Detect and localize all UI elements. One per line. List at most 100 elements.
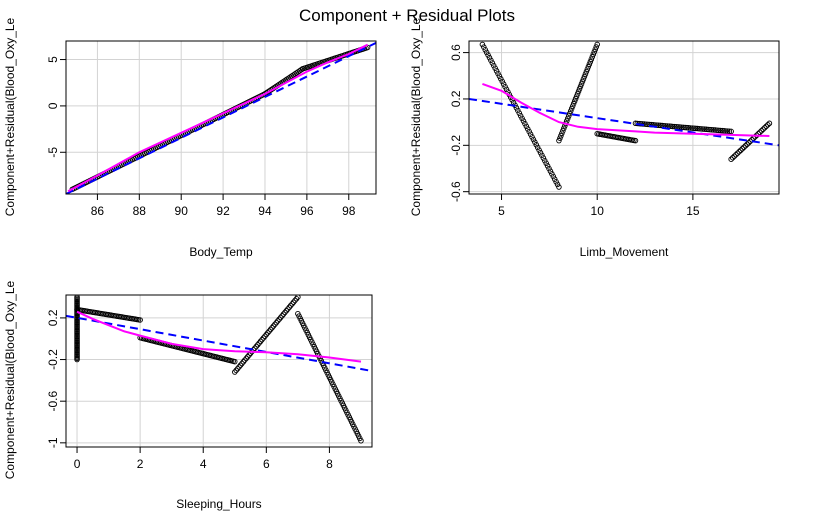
x-tick-label: 4 [200,457,207,471]
data-point [739,145,746,152]
data-point [655,122,662,128]
data-point [657,122,664,129]
y-tick-label: 0 [46,102,60,109]
data-point [525,126,531,132]
x-axis-label: Sleeping_Hours [176,497,261,511]
data-point [285,306,291,312]
data-point [485,52,491,58]
data-point [586,61,593,67]
x-tick-label: 2 [137,457,144,471]
y-tick-label: 0.2 [46,309,60,326]
data-point [634,120,641,127]
x-tick-label: 94 [258,204,272,218]
data-point [726,128,733,135]
data-point [276,316,282,322]
data-point [556,137,562,144]
panel-grid [469,41,779,194]
data-point [585,63,592,70]
panel-axes: 5 10 15 -0.6 -0.2 0.2 0.6 [449,44,700,218]
x-tick-label: 96 [300,204,314,218]
data-point [728,128,734,135]
data-point [733,151,739,158]
data-point [483,49,490,56]
data-point [279,313,285,319]
data-point [242,357,248,363]
data-point [488,57,494,64]
data-point [575,88,582,95]
smooth-curve [482,82,770,137]
data-point [503,86,510,93]
data-point [556,184,562,190]
data-point [523,123,530,130]
data-point [559,130,565,137]
x-tick-label: 15 [686,204,700,218]
data-point [574,91,581,97]
data-point [502,83,508,90]
plot-frame [468,40,780,195]
data-point [736,148,742,155]
data-point [632,137,639,144]
y-axis-label: Component+Residual(Blood_Oxy_Le [3,17,17,216]
data-point [519,115,525,122]
data-point [520,118,527,124]
data-point [716,127,722,134]
data-point [234,365,241,372]
data-point [760,126,766,133]
data-point [694,125,701,132]
data-point [587,58,594,65]
data-point [561,125,567,132]
x-tick-label: 86 [91,204,105,218]
data-point [232,358,238,365]
data-point [295,295,301,300]
data-point [712,127,718,133]
data-point [578,81,585,87]
x-axis-label: Body_Temp [189,245,253,259]
data-point [529,134,535,140]
data-point [707,126,713,133]
data-point [253,343,260,350]
data-point [678,124,685,130]
panel-axes: 86 88 90 92 94 96 98 -5 0 5 [46,56,356,218]
data-point [569,103,576,109]
data-point [275,318,281,324]
data-point [240,359,247,365]
data-point [752,134,758,140]
data-point [489,60,496,66]
x-tick-label: 90 [175,204,189,218]
data-point [492,65,498,71]
linear-fit-line [469,97,779,147]
data-point [680,124,687,131]
data-point [493,68,500,74]
data-point [570,100,577,107]
data-point [571,98,578,104]
data-point [287,302,294,309]
data-point [757,129,763,136]
data-point [265,330,271,336]
data-point [237,362,244,368]
data-point [765,122,771,128]
data-point [763,123,769,130]
data-point [244,353,251,360]
data-point [710,127,717,133]
y-tick-label: -0.6 [46,391,60,412]
data-point [701,126,708,132]
x-tick-label: 10 [591,204,605,218]
data-point [243,355,249,362]
y-tick-label: 0.6 [449,44,463,61]
linear-fit-line [66,41,376,194]
data-point [761,125,768,131]
data-point [515,107,521,114]
linear-fit-line [66,314,372,372]
data-point [479,41,486,48]
data-point [724,128,731,134]
data-point [527,131,534,137]
data-point [560,128,566,134]
data-point [741,144,747,150]
data-point [573,93,580,100]
data-point [481,44,487,50]
data-point [522,120,528,127]
data-point [744,141,750,148]
x-axis-label: Limb_Movement [580,245,669,259]
data-point [731,153,738,159]
y-tick-label: -0.2 [46,349,60,370]
